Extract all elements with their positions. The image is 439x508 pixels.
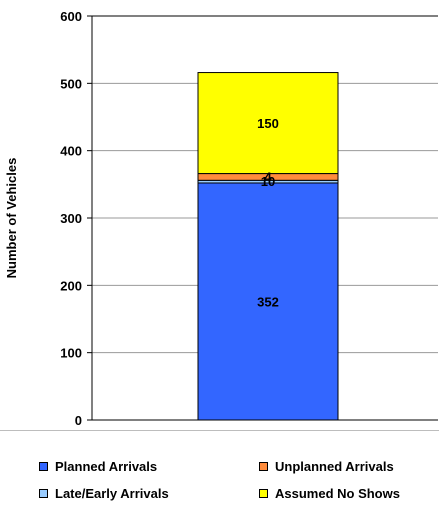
legend-label: Late/Early Arrivals — [55, 485, 169, 501]
y-tick-label: 400 — [60, 144, 82, 159]
bar-segment-planned-arrivals — [197, 182, 339, 421]
bar-stack — [197, 72, 339, 421]
legend-swatch-late-early-arrivals — [39, 488, 48, 498]
y-tick-label: 200 — [60, 278, 82, 293]
legend-swatch-unplanned-arrivals — [259, 461, 268, 471]
y-axis-label: Number of Vehicles — [4, 158, 19, 279]
legend-label: Assumed No Shows — [275, 485, 400, 501]
y-tick-labels: 0 100 200 300 400 500 600 — [60, 9, 82, 428]
y-tick-label: 0 — [75, 413, 82, 428]
bar-segment-assumed-no-shows — [197, 72, 339, 175]
data-label: 150 — [257, 116, 279, 131]
y-tick-label: 600 — [60, 9, 82, 24]
legend-item-unplanned-arrivals: Unplanned Arrivals — [259, 458, 394, 474]
data-label: 352 — [257, 294, 279, 309]
legend-item-late-early-arrivals: Late/Early Arrivals — [39, 485, 169, 501]
stacked-bar-chart: 0 100 200 300 400 500 600 352 410 150 Number of … — [4, 9, 438, 428]
legend-label: Unplanned Arrivals — [275, 458, 394, 474]
legend: Planned Arrivals Unplanned Arrivals Late… — [0, 430, 439, 508]
data-label: 10 — [261, 174, 275, 189]
axes — [87, 15, 438, 421]
legend-swatch-planned-arrivals — [39, 461, 48, 471]
y-tick-label: 500 — [60, 76, 82, 91]
y-tick-label: 300 — [60, 211, 82, 226]
y-tick-label: 100 — [60, 346, 82, 361]
data-labels: 352 410 150 — [257, 116, 279, 309]
legend-swatch-assumed-no-shows — [259, 488, 268, 498]
legend-label: Planned Arrivals — [55, 458, 158, 474]
legend-item-planned-arrivals: Planned Arrivals — [39, 458, 157, 474]
data-label: 4 — [264, 170, 272, 185]
legend-item-assumed-no-shows: Assumed No Shows — [259, 485, 400, 501]
